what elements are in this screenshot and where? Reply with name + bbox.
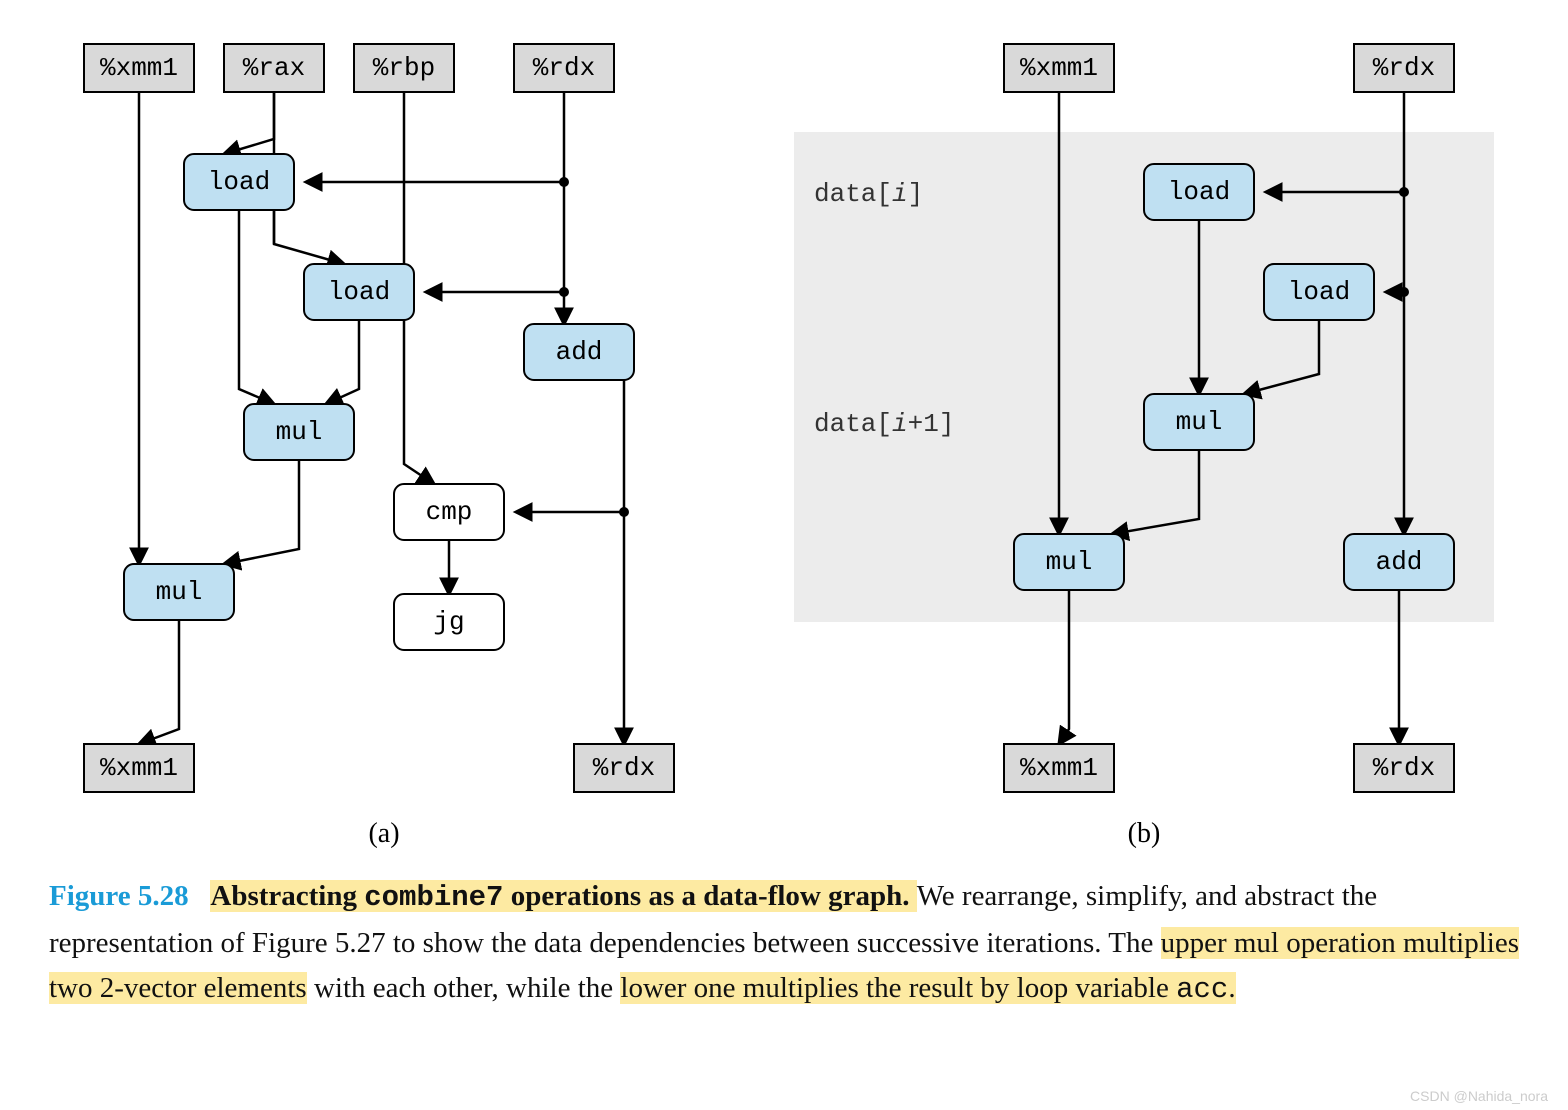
svg-text:mul: mul bbox=[156, 577, 203, 607]
svg-text:%rdx: %rdx bbox=[1373, 53, 1435, 83]
sublabel-a: (a) bbox=[74, 818, 694, 850]
t3: operations as a data-flow graph. bbox=[503, 880, 909, 912]
svg-text:load: load bbox=[208, 167, 270, 197]
diagram-b-svg: %xmm1 %rdx %xmm1 %rdx load load mul mul add data[… bbox=[794, 24, 1494, 804]
svg-text:%rdx: %rdx bbox=[1373, 753, 1435, 783]
diagram-a-svg: %xmm1 %rax %rbp %rdx %xmm1 %rdx load load add mul… bbox=[74, 24, 694, 804]
sublabel-b: (b) bbox=[794, 818, 1494, 850]
svg-text:%xmm1: %xmm1 bbox=[1020, 53, 1098, 83]
svg-text:%xmm1: %xmm1 bbox=[1020, 753, 1098, 783]
svg-text:mul: mul bbox=[1176, 407, 1223, 437]
svg-text:add: add bbox=[1376, 547, 1423, 577]
svg-text:%rax: %rax bbox=[243, 53, 305, 83]
h2b: acc bbox=[1176, 973, 1228, 1006]
svg-text:data[i]: data[i] bbox=[814, 179, 923, 209]
panel-b: %xmm1 %rdx %xmm1 %rdx load load mul mul add data[… bbox=[794, 24, 1494, 850]
svg-text:%xmm1: %xmm1 bbox=[100, 53, 178, 83]
caption-title: Abstracting combine7 operations as a dat… bbox=[210, 880, 916, 912]
svg-text:%rdx: %rdx bbox=[593, 753, 655, 783]
panel-a: %xmm1 %rax %rbp %rdx %xmm1 %rdx load load add mul… bbox=[74, 24, 694, 850]
svg-text:load: load bbox=[1168, 177, 1230, 207]
t1: Abstracting bbox=[210, 880, 364, 912]
svg-text:%rdx: %rdx bbox=[533, 53, 595, 83]
svg-text:mul: mul bbox=[276, 417, 323, 447]
t2: combine7 bbox=[364, 881, 503, 914]
diagram-row: %xmm1 %rax %rbp %rdx %xmm1 %rdx load load add mul… bbox=[40, 24, 1528, 850]
h2a: lower one multiplies the result by loop … bbox=[620, 972, 1176, 1004]
figure-caption: Figure 5.28 Abstracting combine7 operati… bbox=[49, 874, 1519, 1013]
watermark: CSDN @Nahida_nora bbox=[1410, 1088, 1548, 1104]
figure-number: Figure 5.28 bbox=[49, 880, 189, 912]
svg-text:load: load bbox=[1288, 277, 1350, 307]
svg-text:add: add bbox=[556, 337, 603, 367]
svg-text:jg: jg bbox=[433, 607, 464, 637]
svg-text:load: load bbox=[328, 277, 390, 307]
c2: with each other, while the bbox=[307, 972, 621, 1004]
h2: lower one multiplies the result by loop … bbox=[620, 972, 1235, 1004]
svg-text:data[i+1]: data[i+1] bbox=[814, 409, 954, 439]
svg-text:mul: mul bbox=[1046, 547, 1093, 577]
h2c: . bbox=[1228, 972, 1235, 1004]
svg-text:%rbp: %rbp bbox=[373, 53, 435, 83]
svg-text:cmp: cmp bbox=[426, 497, 473, 527]
svg-text:%xmm1: %xmm1 bbox=[100, 753, 178, 783]
